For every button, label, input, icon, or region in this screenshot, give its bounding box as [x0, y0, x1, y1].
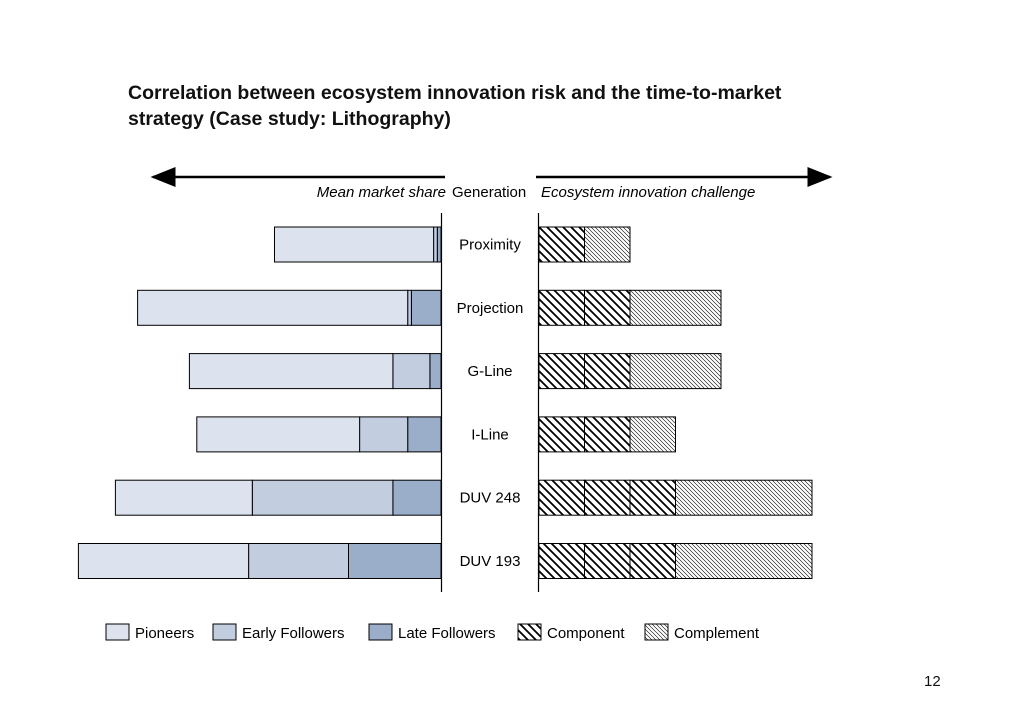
- right-bar-component-i-line-2: [584, 416, 631, 453]
- left-bar-pioneers-duv-193: [77, 543, 250, 579]
- right-bar-complement-projection: [629, 289, 722, 326]
- right-bar-component-duv-248-3: [629, 479, 676, 516]
- legend-label-pioneers: Pioneers: [135, 625, 194, 642]
- left-bar-early-followers-projection: [407, 289, 412, 326]
- left-bar-late-followers-g-line: [429, 353, 442, 390]
- right-bar-complement-duv-193: [675, 543, 813, 579]
- left-bar-early-followers-g-line: [392, 353, 431, 390]
- right-bar-complement-g-line: [629, 353, 722, 390]
- left-bar-pioneers-projection: [137, 289, 409, 326]
- right-bar-component-duv-193-2: [584, 543, 631, 579]
- center-header-label: Generation: [452, 184, 526, 201]
- chart-title-line-2: strategy (Case study: Lithography): [128, 108, 451, 130]
- left-bar-early-followers-duv-248: [251, 479, 394, 516]
- legend-swatch-complement: [644, 623, 669, 641]
- left-bar-late-followers-proximity: [436, 226, 442, 263]
- right-bar-component-i-line-1: [538, 416, 585, 453]
- left-bar-late-followers-i-line: [407, 416, 442, 453]
- left-bar-late-followers-duv-193: [348, 543, 442, 579]
- right-bar-component-duv-248-2: [584, 479, 631, 516]
- right-bar-group: [538, 226, 813, 579]
- chart-title-line-1: Correlation between ecosystem innovation…: [128, 82, 782, 104]
- chart-title: Correlation between ecosystem innovation…: [128, 80, 908, 132]
- left-bar-pioneers-proximity: [274, 226, 435, 263]
- right-bar-component-duv-248-1: [538, 479, 585, 516]
- left-bar-pioneers-duv-248: [114, 479, 253, 516]
- left-bar-early-followers-duv-193: [248, 543, 350, 579]
- legend-swatch-late-followers: [368, 623, 393, 641]
- category-label-projection: Projection: [457, 300, 524, 317]
- category-label-proximity: Proximity: [459, 237, 521, 254]
- legend-swatch-pioneers: [105, 623, 130, 641]
- category-label-duv-193: DUV 193: [460, 553, 521, 570]
- left-bar-early-followers-proximity: [433, 226, 438, 263]
- left-bar-early-followers-i-line: [359, 416, 409, 453]
- legend: Pioneers Early Followers Late Followers Com…: [105, 623, 760, 642]
- category-label-group: Proximity Projection G-Line I-Line DUV 248 DU…: [457, 237, 524, 571]
- legend-swatch-early-followers: [212, 623, 237, 641]
- right-bar-component-duv-193-3: [629, 543, 676, 579]
- legend-label-component: Component: [547, 625, 625, 642]
- right-bar-complement-duv-248: [675, 479, 813, 516]
- right-bar-complement-proximity: [584, 226, 631, 263]
- left-bar-pioneers-i-line: [196, 416, 361, 453]
- right-bar-component-projection-2: [584, 289, 631, 326]
- right-bar-component-g-line-2: [584, 353, 631, 390]
- left-bar-pioneers-g-line: [188, 353, 394, 390]
- page-number: 12: [924, 673, 941, 690]
- right-bar-complement-i-line: [629, 416, 676, 453]
- right-bar-component-projection-1: [538, 289, 585, 326]
- left-bar-late-followers-duv-248: [392, 479, 442, 516]
- right-bar-component-duv-193-1: [538, 543, 585, 579]
- left-bar-group: [77, 226, 442, 579]
- category-label-g-line: G-Line: [467, 363, 512, 380]
- right-bar-component-g-line-1: [538, 353, 585, 390]
- left-header-label: Mean market share: [317, 184, 446, 201]
- legend-swatch-component: [517, 623, 542, 641]
- category-label-i-line: I-Line: [471, 426, 509, 443]
- legend-label-complement: Complement: [674, 625, 760, 642]
- right-bar-component-proximity: [538, 226, 585, 263]
- legend-label-late-followers: Late Followers: [398, 625, 496, 642]
- right-header-label: Ecosystem innovation challenge: [541, 184, 755, 201]
- left-bar-late-followers-projection: [410, 289, 442, 326]
- category-label-duv-248: DUV 248: [460, 490, 521, 507]
- legend-label-early-followers: Early Followers: [242, 625, 345, 642]
